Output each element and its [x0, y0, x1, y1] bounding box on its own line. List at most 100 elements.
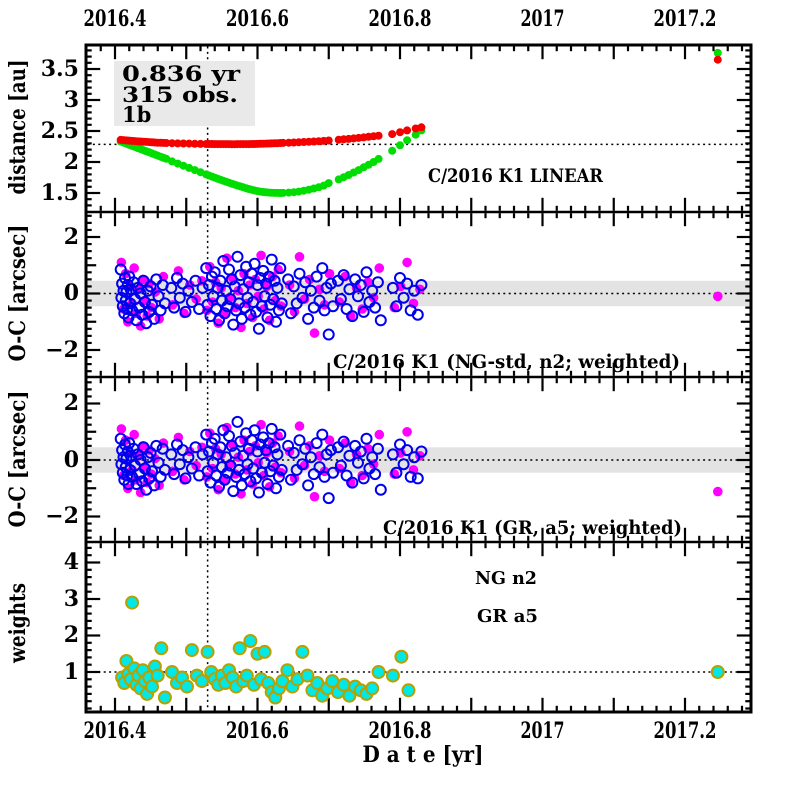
data-point [251, 445, 264, 458]
data-point [213, 314, 225, 327]
data-point [122, 311, 135, 324]
data-point [173, 291, 186, 304]
data-point [154, 641, 169, 656]
data-point [138, 462, 151, 475]
data-point [196, 448, 209, 461]
data-point [371, 276, 384, 289]
data-point [144, 446, 157, 459]
data-point [327, 300, 339, 313]
data-point [145, 679, 159, 694]
data-point [309, 328, 320, 338]
y-tick-label: 3.5 [41, 56, 79, 82]
data-point [710, 665, 725, 679]
data-point [252, 322, 265, 335]
y-axis-title-oc-ng: O-C [arcsec] [5, 225, 31, 362]
data-point [125, 595, 140, 610]
data-point [223, 263, 235, 276]
data-point [252, 486, 265, 499]
data-point [257, 644, 272, 659]
data-point [251, 279, 264, 291]
data-point [304, 451, 317, 464]
data-point [324, 444, 337, 457]
data-point [179, 305, 192, 318]
data-point [231, 415, 244, 428]
x-tick-label-top: 2016.6 [226, 6, 289, 32]
data-point [152, 290, 165, 303]
data-point [403, 136, 412, 145]
data-point [190, 139, 199, 148]
data-point [411, 308, 424, 321]
data-point [268, 441, 281, 454]
data-point [243, 634, 258, 648]
data-point [365, 681, 380, 696]
data-point [218, 307, 231, 320]
data-point [264, 298, 277, 311]
data-point [293, 267, 306, 280]
x-tick-label-top: 2017.2 [654, 6, 717, 32]
data-point [402, 257, 412, 268]
data-point [129, 429, 139, 440]
x-tick-label-top: 2016.4 [84, 6, 147, 32]
data-point [386, 281, 399, 294]
data-point [122, 478, 135, 490]
x-tick-label-bottom: 2016.4 [84, 718, 147, 744]
panel-title-gr: C/2016 K1 (GR, a5; weighted) [383, 517, 682, 539]
data-point [271, 448, 284, 461]
data-point [337, 435, 350, 448]
data-point [256, 419, 266, 430]
data-point [324, 179, 333, 188]
data-point [313, 461, 326, 474]
data-point [179, 472, 192, 485]
data-point [404, 470, 417, 483]
data-point [401, 444, 414, 457]
data-point [394, 649, 409, 664]
data-point [124, 449, 137, 462]
data-point [287, 446, 300, 459]
data-point [386, 448, 399, 461]
data-point [271, 281, 284, 294]
data-point [144, 280, 157, 293]
data-point [152, 456, 165, 469]
data-point [182, 284, 195, 297]
data-point [296, 291, 309, 304]
data-point [374, 483, 387, 496]
series-residuals-blue-open-set [114, 415, 428, 505]
data-point [270, 482, 282, 495]
data-point [324, 136, 333, 145]
x-tick-label-bottom: 2017 [521, 718, 565, 744]
data-point [135, 321, 146, 331]
data-point [334, 459, 347, 472]
data-point [274, 262, 287, 275]
data-point [354, 279, 367, 291]
data-point [135, 487, 146, 498]
data-point [388, 146, 397, 155]
data-point [411, 130, 420, 139]
y-tick-label: 2 [64, 390, 79, 416]
x-axis-title: D a t e [yr] [363, 742, 484, 768]
data-point [302, 312, 315, 325]
data-point [346, 310, 359, 323]
data-point [279, 138, 288, 147]
data-point [360, 266, 373, 279]
data-point [307, 468, 320, 481]
y-tick-label: 1.5 [41, 180, 79, 206]
data-point [205, 261, 215, 272]
data-point [415, 279, 428, 291]
data-point [129, 263, 139, 273]
data-point [352, 290, 364, 303]
data-point [417, 123, 426, 132]
data-point [275, 463, 288, 476]
data-point [208, 432, 221, 445]
data-point [385, 668, 400, 683]
data-point [300, 668, 315, 683]
series-residuals-blue-open-set [114, 250, 428, 341]
y-tick-label: 1 [64, 659, 79, 685]
data-point [223, 430, 235, 442]
data-point [248, 257, 261, 270]
data-point [168, 139, 176, 148]
data-point [184, 643, 199, 658]
info-box-line: 1b [122, 102, 151, 127]
data-point [354, 445, 367, 458]
data-point [165, 448, 178, 461]
